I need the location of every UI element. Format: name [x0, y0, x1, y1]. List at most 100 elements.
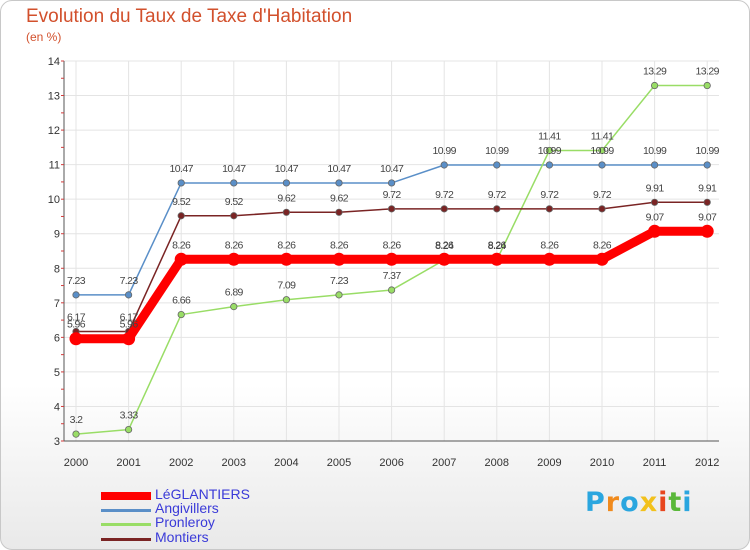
data-point [490, 252, 504, 266]
legend-label: LéGLANTIERS [155, 486, 250, 502]
data-label: 8.26 [488, 239, 507, 251]
data-label: 9.52 [225, 196, 244, 208]
data-point [177, 310, 185, 319]
data-label: 5.96 [120, 319, 139, 331]
data-label: 7.23 [120, 275, 139, 287]
data-point [72, 291, 80, 299]
data-point [279, 252, 293, 266]
legend-label: Pronleroy [155, 514, 215, 530]
x-tick-label: 2008 [485, 457, 509, 469]
data-label: 8.26 [540, 239, 559, 251]
data-label: 6.66 [172, 295, 191, 307]
data-label: 10.47 [327, 163, 351, 175]
data-point [387, 286, 396, 294]
data-point [493, 205, 501, 213]
legend-swatch [101, 538, 151, 541]
data-point [595, 252, 609, 266]
data-label: 13.29 [643, 66, 667, 78]
data-label: 13.29 [696, 66, 720, 78]
data-label: 6.17 [120, 311, 139, 323]
data-point [122, 332, 136, 346]
y-tick-label: 6 [54, 332, 60, 344]
y-tick-label: 3 [54, 436, 60, 448]
data-point [703, 161, 711, 169]
data-point [648, 224, 662, 238]
data-label: 9.07 [698, 211, 717, 223]
data-point [542, 252, 556, 266]
data-point [703, 81, 711, 90]
data-point [700, 224, 714, 238]
data-point [282, 208, 290, 216]
data-label: 9.72 [435, 189, 454, 201]
data-point [125, 291, 133, 299]
legend-label: Montiers [155, 529, 209, 545]
data-point [230, 212, 238, 220]
logo-letter: o [620, 487, 640, 518]
data-label: 8.26 [593, 239, 612, 251]
y-tick-label: 11 [49, 160, 60, 172]
x-tick-label: 2005 [327, 457, 351, 469]
data-point [598, 205, 606, 213]
logo-letter: x [639, 487, 659, 518]
data-label: 8.24 [435, 240, 454, 252]
data-point [440, 205, 448, 213]
data-label: 8.26 [383, 239, 402, 251]
data-label: 3.33 [120, 410, 139, 422]
data-label: 11.41 [591, 130, 614, 142]
x-tick-label: 2012 [695, 457, 719, 469]
x-tick-label: 2001 [116, 457, 140, 469]
data-point [72, 430, 80, 438]
data-label: 10.47 [222, 163, 246, 175]
data-point [282, 296, 290, 304]
series-pronleroy [72, 81, 711, 438]
y-tick-label: 13 [48, 91, 60, 103]
x-tick-label: 2006 [379, 457, 403, 469]
data-point [177, 179, 185, 187]
legend-swatch [101, 523, 151, 526]
proxiti-logo: Proxiti [585, 487, 693, 518]
data-point [177, 212, 185, 220]
data-label: 9.91 [698, 182, 717, 194]
y-tick-label: 5 [54, 367, 60, 379]
data-point [335, 179, 343, 187]
series-montiers [72, 198, 711, 336]
data-label: 9.52 [172, 196, 191, 208]
x-tick-label: 2011 [643, 457, 667, 469]
x-tick-label: 2007 [432, 457, 456, 469]
data-label: 6.89 [225, 287, 244, 299]
logo-letter: i [658, 487, 669, 518]
data-label: 9.62 [330, 192, 349, 204]
data-label: 9.72 [593, 189, 612, 201]
data-label: 10.99 [433, 145, 457, 157]
data-label: 10.47 [275, 163, 299, 175]
data-point [650, 198, 659, 206]
data-label: 9.91 [646, 182, 665, 194]
y-tick-label: 4 [54, 401, 60, 413]
data-label: 7.23 [67, 275, 86, 287]
y-tick-label: 8 [54, 263, 60, 275]
x-tick-label: 2003 [222, 457, 246, 469]
data-point [230, 303, 238, 311]
x-tick-label: 2009 [537, 457, 561, 469]
series-léglantiers [69, 224, 714, 346]
legend-label: Angivillers [155, 500, 219, 516]
data-point [545, 161, 554, 169]
data-point [493, 161, 501, 169]
data-label: 9.62 [277, 192, 296, 204]
logo-letter: t [668, 487, 683, 518]
series-angivillers [72, 161, 711, 299]
data-label: 8.26 [277, 239, 296, 251]
data-point [437, 252, 451, 266]
data-point [332, 252, 346, 266]
data-label: 10.99 [643, 145, 667, 157]
data-point [545, 205, 554, 213]
data-point [650, 81, 659, 90]
data-label: 10.99 [485, 145, 509, 157]
y-tick-label: 12 [48, 125, 60, 137]
data-label: 10.47 [380, 163, 404, 175]
y-tick-label: 10 [48, 194, 60, 206]
data-point [69, 332, 83, 346]
legend-swatch [101, 492, 151, 500]
data-label: 6.17 [67, 311, 86, 323]
